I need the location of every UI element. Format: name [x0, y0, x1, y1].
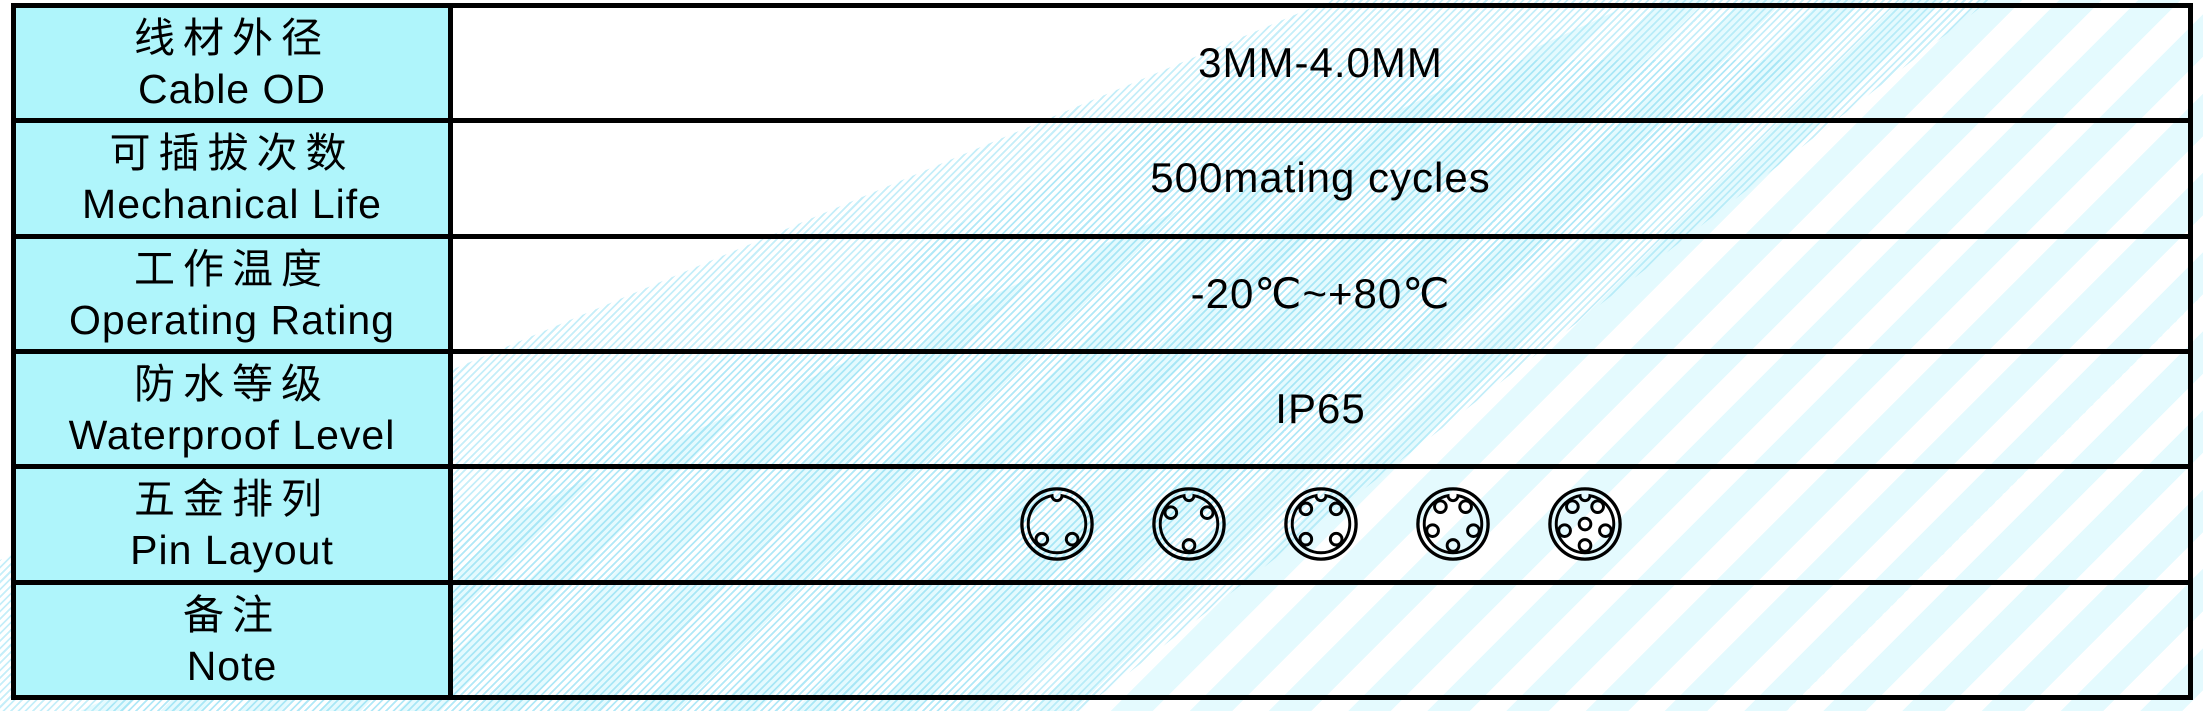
- pin: [1445, 538, 1460, 554]
- row-label-zh: 防水等级: [134, 361, 330, 408]
- pin: [1577, 538, 1592, 554]
- row-label-en: Pin Layout: [130, 527, 334, 574]
- 5-pin-connector-icon: [1415, 487, 1490, 562]
- pin: [1298, 501, 1313, 517]
- 2-pin-connector-icon: [1019, 487, 1094, 562]
- table-row: 防水等级 Waterproof Level IP65: [11, 348, 2193, 470]
- row-label-zh: 备注: [183, 591, 281, 638]
- row-label-en: Operating Rating: [69, 296, 395, 343]
- row-value-cell: -20℃~+80℃: [448, 233, 2193, 354]
- row-label-zh: 工作温度: [134, 245, 330, 292]
- pin: [1564, 499, 1580, 515]
- row-value: 500mating cycles: [1150, 154, 1491, 202]
- pin: [1597, 523, 1613, 539]
- row-label-en: Note: [186, 642, 278, 689]
- pin: [1298, 532, 1313, 547]
- table-row: 可插拔次数 Mechanical Life 500mating cycles: [11, 118, 2193, 239]
- pin: [1457, 499, 1473, 515]
- row-value-cell: [448, 464, 2193, 585]
- pin: [1424, 523, 1440, 539]
- row-label-zh: 五金排列: [134, 476, 330, 523]
- row-value-cell: [448, 579, 2193, 701]
- pin-layout-diagrams: [453, 485, 2188, 563]
- 4-pin-connector-icon: [1283, 487, 1358, 562]
- row-label-cell: 备注 Note: [11, 579, 453, 701]
- row-label-en: Cable OD: [137, 66, 326, 113]
- center-pin: [1577, 517, 1592, 532]
- row-value: IP65: [1275, 385, 1366, 433]
- row-value-cell: 3MM-4.0MM: [448, 2, 2193, 124]
- pin: [1034, 532, 1049, 547]
- pin: [1181, 538, 1196, 554]
- pin: [1064, 532, 1079, 547]
- spec-table: 线材外径 Cable OD 3MM-4.0MM 可插拔次数 Mechanical…: [11, 2, 2193, 701]
- row-value: 3MM-4.0MM: [1198, 39, 1443, 87]
- pin: [1465, 523, 1481, 539]
- table-row: 备注 Note: [11, 579, 2193, 701]
- table-row: 五金排列 Pin Layout: [11, 464, 2193, 585]
- 3-pin-connector-icon: [1151, 487, 1226, 562]
- pin: [1328, 532, 1343, 547]
- row-value: -20℃~+80℃: [1190, 270, 1451, 318]
- table-row: 工作温度 Operating Rating -20℃~+80℃: [11, 233, 2193, 354]
- pin: [1162, 505, 1178, 521]
- pin: [1199, 505, 1215, 521]
- table-row: 线材外径 Cable OD 3MM-4.0MM: [11, 2, 2193, 124]
- row-label-en: Mechanical Life: [82, 181, 382, 228]
- spec-table-body: 线材外径 Cable OD 3MM-4.0MM 可插拔次数 Mechanical…: [11, 2, 2193, 701]
- row-label-zh: 线材外径: [134, 15, 330, 62]
- row-label-en: Waterproof Level: [68, 412, 396, 459]
- pin: [1556, 523, 1572, 539]
- 6-pin-connector-icon: [1547, 487, 1622, 562]
- pin: [1589, 499, 1605, 515]
- row-label-zh: 可插拔次数: [109, 130, 355, 177]
- row-label-cell: 工作温度 Operating Rating: [11, 233, 453, 354]
- pin: [1432, 499, 1448, 515]
- row-value-cell: IP65: [448, 348, 2193, 470]
- row-label-cell: 可插拔次数 Mechanical Life: [11, 118, 453, 239]
- row-label-cell: 五金排列 Pin Layout: [11, 464, 453, 585]
- row-label-cell: 防水等级 Waterproof Level: [11, 348, 453, 470]
- pin: [1328, 501, 1343, 517]
- row-value-cell: 500mating cycles: [448, 118, 2193, 239]
- row-label-cell: 线材外径 Cable OD: [11, 2, 453, 124]
